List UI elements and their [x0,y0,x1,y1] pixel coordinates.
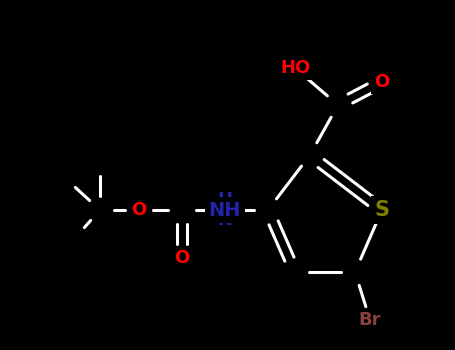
Text: O: O [131,201,147,219]
Text: Br: Br [359,311,381,329]
Text: O: O [374,73,389,91]
Text: S: S [374,200,389,220]
Text: NH: NH [209,201,241,219]
Text: HO: HO [280,59,310,77]
Text: O: O [174,249,190,267]
Text: H
N: H N [217,191,233,229]
